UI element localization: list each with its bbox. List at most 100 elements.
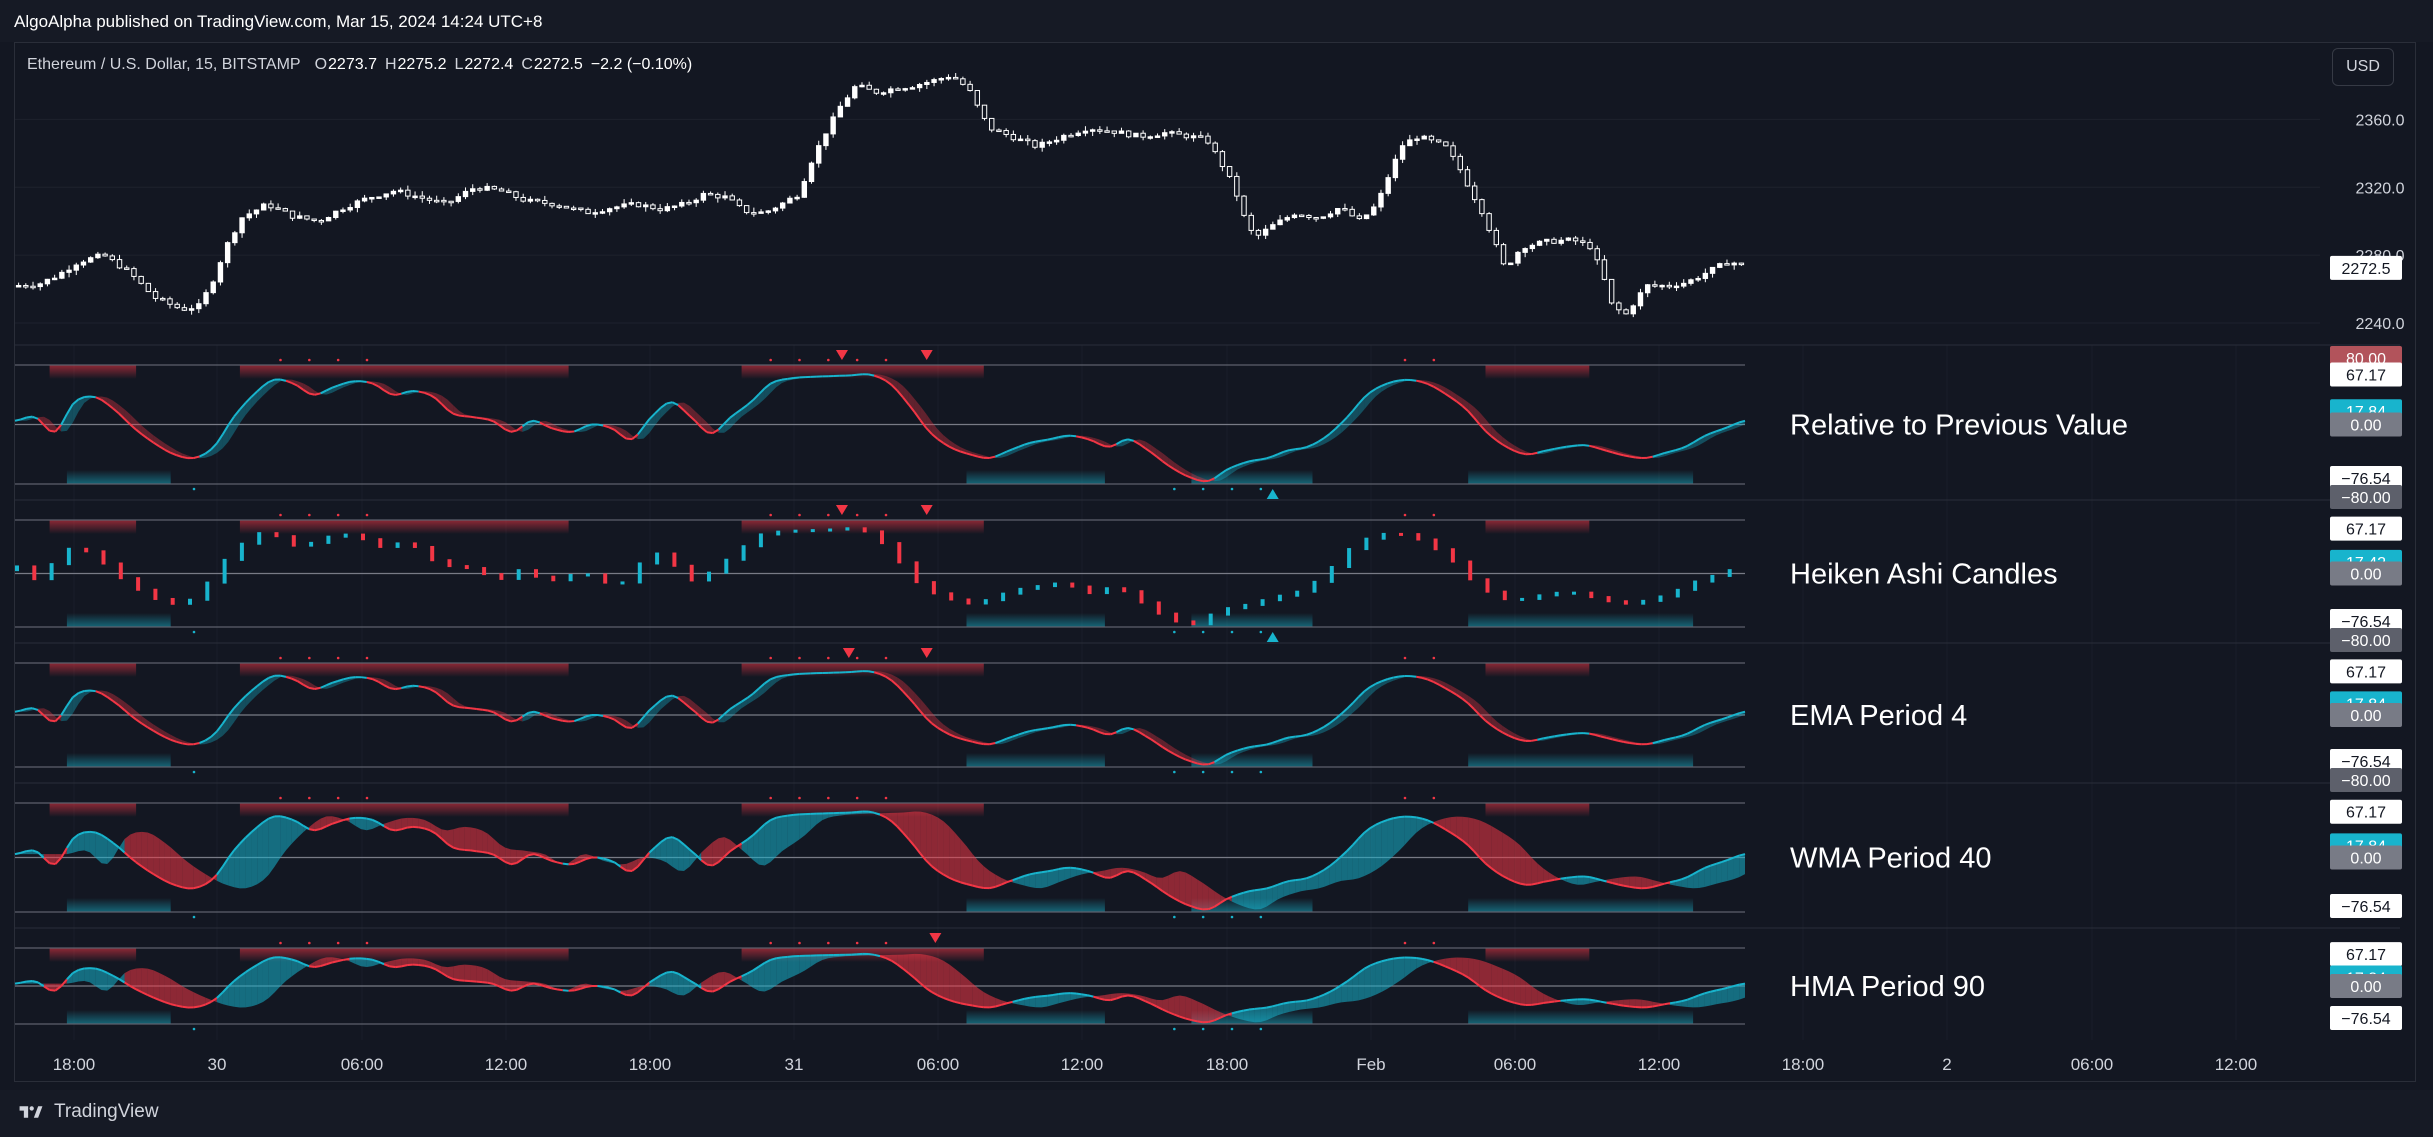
signal-line: [54, 985, 62, 992]
last-price-label: 2272.5: [2342, 261, 2391, 278]
signal-fill: [1329, 428, 1336, 442]
signal-line: [43, 857, 51, 864]
signal-line: [1635, 456, 1642, 460]
candle-body: [570, 207, 577, 211]
signal-line: [1393, 816, 1400, 820]
signal-line: [1277, 1002, 1284, 1006]
candle-body: [138, 275, 144, 284]
overbought-dot: [884, 656, 888, 660]
heikin-ashi-bar: [637, 562, 642, 584]
signal-fill: [1623, 999, 1630, 1007]
signal-line: [1710, 862, 1717, 867]
signal-line: [556, 718, 564, 722]
candle-body: [297, 215, 303, 219]
signal-line: [176, 884, 183, 889]
signal-line: [1606, 880, 1613, 884]
heikin-ashi-bar: [136, 577, 141, 591]
heikin-ashi-bar: [1537, 594, 1542, 600]
signal-line: [516, 858, 524, 864]
signal-line: [741, 972, 748, 978]
bottom-value-label-box: [2330, 609, 2402, 633]
signal-line: [545, 424, 552, 429]
candle-body: [1046, 141, 1053, 144]
currency-button[interactable]: USD: [2332, 48, 2394, 86]
signal-fill: [1635, 876, 1642, 889]
signal-fill: [1318, 994, 1325, 1008]
overbought-dot: [1432, 941, 1436, 945]
signal-line: [1035, 995, 1042, 998]
signal-line: [1225, 1012, 1233, 1017]
signal-fill: [672, 837, 679, 871]
overbought-dot: [279, 358, 282, 362]
signal-line: [672, 970, 679, 975]
signal-line: [95, 396, 102, 401]
signal-line: [1317, 437, 1325, 443]
signal-fill: [943, 821, 950, 878]
signal-line: [977, 742, 984, 746]
signal-line: [498, 424, 506, 431]
signal-line: [72, 969, 79, 975]
signal-fill: [1283, 880, 1290, 897]
candle-body: [1010, 133, 1017, 141]
signal-fill: [1145, 441, 1152, 453]
signal-fill: [1029, 996, 1036, 1008]
signal-line: [1375, 680, 1383, 685]
signal-line: [1519, 452, 1527, 456]
signal-line: [1612, 1002, 1619, 1006]
candle-body: [779, 202, 786, 209]
signal-line: [395, 687, 402, 691]
signal-line: [608, 716, 616, 721]
signal-line: [1519, 882, 1527, 886]
overbought-dot: [769, 513, 772, 517]
tradingview-logo[interactable]: TradingView: [14, 1098, 159, 1126]
signal-fill: [1739, 983, 1745, 1000]
overbought-dot: [279, 513, 282, 517]
signal-fill: [1693, 995, 1699, 1008]
signal-fill: [1174, 995, 1180, 1017]
signal-fill: [1572, 876, 1578, 885]
signal-fill: [141, 831, 148, 871]
signal-line: [1029, 728, 1036, 733]
signal-fill: [1479, 960, 1486, 991]
signal-line: [199, 1003, 206, 1008]
heikin-ashi-bar: [1053, 582, 1057, 588]
signal-line: [1381, 958, 1388, 963]
signal-fill: [188, 989, 194, 1008]
signal-line: [1566, 998, 1573, 1002]
candle-body: [787, 197, 793, 204]
signal-fill: [1208, 1006, 1215, 1023]
signal-fill: [453, 405, 460, 416]
heikin-ashi-bar: [1174, 612, 1179, 623]
bottom-value-label: −76.54: [2341, 614, 2390, 631]
signal-line: [176, 1004, 183, 1008]
candle-body: [1234, 175, 1240, 197]
signal-line: [764, 678, 772, 685]
overbought-dot: [855, 656, 859, 660]
signal-line: [597, 856, 604, 860]
signal-fill: [505, 847, 511, 865]
signal-line: [954, 735, 962, 740]
signal-line: [1715, 428, 1723, 433]
signal-fill: [978, 860, 984, 889]
signal-line: [72, 398, 80, 406]
signal-line: [1219, 1014, 1227, 1019]
signal-fill: [1583, 999, 1590, 1005]
signal-line: [717, 422, 726, 431]
signal-fill: [1168, 872, 1175, 899]
oversold-dot: [1173, 1027, 1176, 1031]
signal-line: [1289, 1000, 1296, 1004]
signal-line: [458, 848, 465, 851]
oversold-glow: [66, 898, 171, 912]
signal-line: [619, 722, 627, 729]
candle-body: [340, 209, 346, 212]
candle-body: [1032, 140, 1038, 148]
signal-line: [60, 413, 68, 426]
signal-fill: [1295, 1001, 1301, 1011]
signal-line: [118, 978, 126, 984]
signal-line: [868, 810, 875, 814]
ohlc-value: 2273.7: [328, 56, 377, 73]
signal-line: [977, 886, 984, 890]
signal-fill: [453, 827, 460, 850]
signal-line: [1329, 987, 1337, 993]
